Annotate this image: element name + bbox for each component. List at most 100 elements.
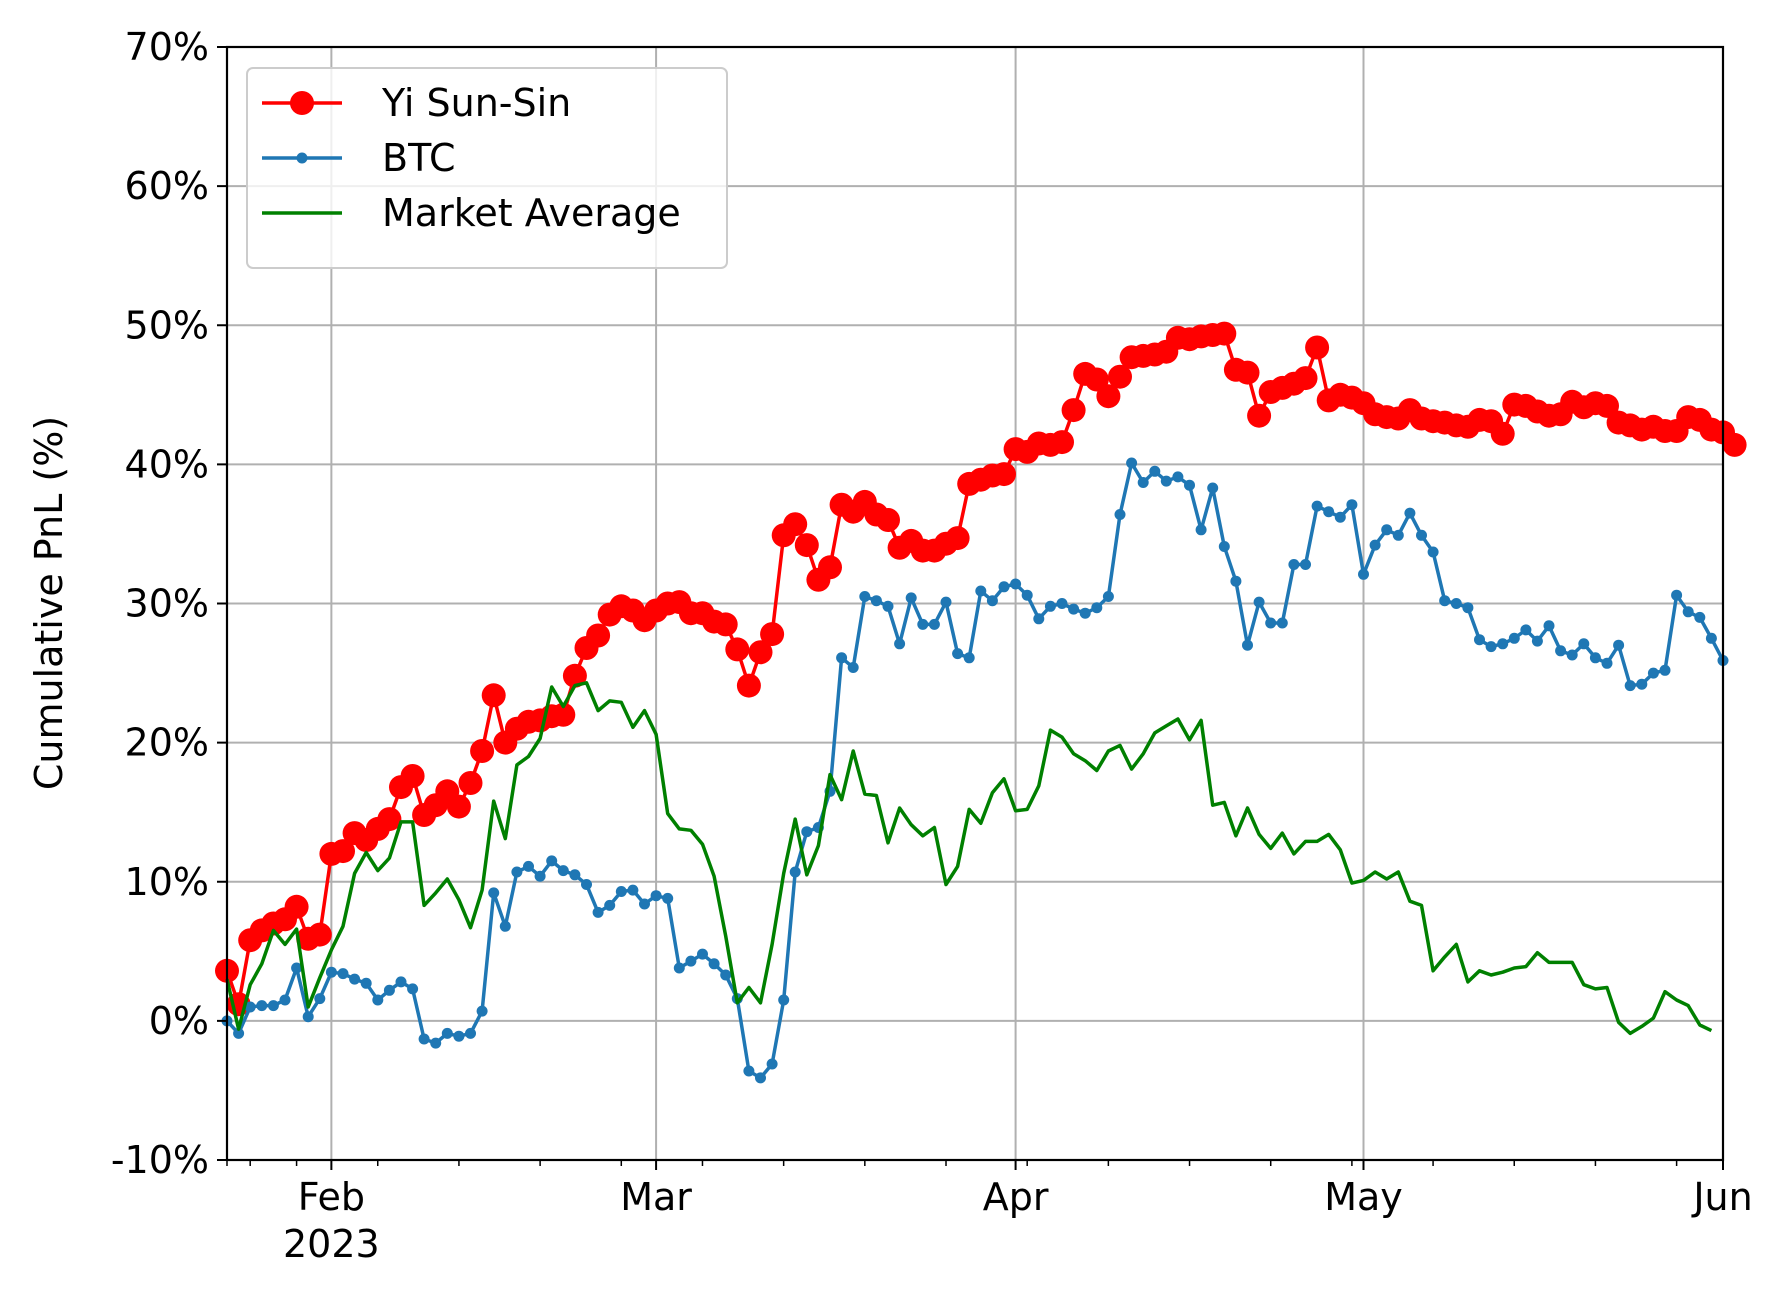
data-point [836, 652, 848, 664]
data-point [1595, 393, 1619, 418]
x-tick-label: Mar [620, 1175, 692, 1219]
data-point [465, 1027, 476, 1039]
data-point [1474, 634, 1485, 646]
data-point [233, 1027, 245, 1039]
data-point [766, 1058, 778, 1070]
data-point [1108, 364, 1132, 389]
data-point [673, 962, 685, 974]
data-point [1636, 678, 1648, 690]
data-point [488, 887, 500, 899]
data-point [870, 595, 882, 607]
data-point [1265, 617, 1277, 629]
data-point [1555, 645, 1567, 657]
data-point [1671, 589, 1683, 601]
data-point [1033, 613, 1045, 625]
y-tick-label: 0% [149, 999, 209, 1043]
legend-label: Yi Sun-Sin [381, 81, 571, 125]
y-tick-label: 30% [125, 582, 209, 626]
data-point [1102, 591, 1114, 602]
data-point [458, 771, 483, 795]
data-point [1160, 475, 1172, 487]
data-point [1624, 680, 1636, 692]
data-point [1288, 559, 1300, 570]
data-point [256, 1000, 268, 1012]
data-point [1091, 602, 1103, 614]
series-layer [215, 321, 1747, 1084]
data-point [1450, 598, 1462, 609]
data-point [783, 512, 808, 537]
data-point [1061, 398, 1086, 423]
data-point [1311, 500, 1323, 512]
data-point [1079, 607, 1091, 619]
data-point [1096, 384, 1121, 409]
data-point [1137, 477, 1149, 488]
y-tick-label: 50% [125, 303, 209, 347]
data-point [882, 600, 894, 612]
data-point [1084, 367, 1109, 392]
legend-label: Market Average [382, 191, 681, 235]
data-point [992, 462, 1016, 487]
data-point [818, 555, 842, 580]
data-point [1334, 511, 1346, 523]
data-point [708, 958, 720, 970]
data-point [1543, 620, 1555, 632]
data-point [760, 622, 785, 647]
data-point [481, 683, 506, 708]
data-point [685, 955, 697, 967]
legend-item: Market Average [262, 191, 681, 235]
data-point [551, 702, 576, 727]
legend-box [246, 67, 728, 269]
data-point [1056, 598, 1068, 609]
data-point [1416, 529, 1427, 541]
data-point [928, 618, 940, 630]
data-point [1439, 595, 1451, 607]
data-point [952, 648, 964, 660]
legend-item: BTC [262, 136, 456, 180]
data-point [940, 596, 952, 608]
data-point [360, 977, 372, 989]
data-point [1508, 632, 1520, 644]
series-market-average [225, 681, 1713, 1036]
series-btc [221, 457, 1729, 1084]
legend-item: Yi Sun-Sin [262, 81, 571, 125]
data-point [1149, 465, 1161, 477]
data-point [1184, 479, 1195, 491]
data-point [446, 794, 471, 819]
data-point [1114, 509, 1126, 520]
data-point [1381, 524, 1393, 536]
data-point [1212, 321, 1237, 346]
series-yi-sun-sin [215, 321, 1747, 1017]
y-tick-label: 70% [125, 25, 209, 69]
y-axis-title: Cumulative PnL (%) [27, 416, 71, 790]
data-point [1218, 541, 1230, 552]
data-point [383, 984, 395, 996]
data-point [662, 892, 674, 904]
data-point [407, 983, 419, 995]
data-point [499, 920, 511, 932]
data-point [801, 826, 813, 838]
data-point [748, 640, 773, 665]
data-point [1230, 575, 1242, 587]
y-tick-label: -10% [111, 1138, 209, 1182]
data-point [713, 612, 738, 637]
data-point [1404, 507, 1416, 519]
data-point [1497, 638, 1509, 650]
data-point [523, 860, 534, 872]
data-point [639, 898, 650, 910]
x-tick-label: Feb [298, 1175, 365, 1219]
data-point [1490, 421, 1515, 446]
data-point [1705, 632, 1717, 644]
legend-label: BTC [382, 136, 456, 180]
y-tick-label: 10% [125, 860, 209, 904]
x-tick-sublabel: 2023 [283, 1222, 380, 1266]
data-point [847, 662, 859, 673]
data-point [314, 993, 326, 1005]
data-point [720, 969, 732, 981]
data-point [307, 922, 332, 947]
series-line [225, 461, 1725, 1080]
data-point [581, 879, 592, 890]
data-point [1126, 457, 1138, 469]
data-point [859, 591, 871, 602]
data-point [1566, 649, 1578, 661]
